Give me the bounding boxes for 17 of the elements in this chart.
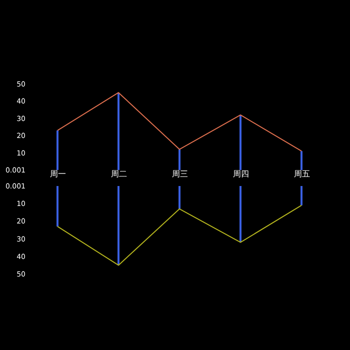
bar	[118, 92, 120, 170]
x-tick-label: 周二	[111, 170, 127, 178]
x-tick-label: 周三	[172, 170, 188, 178]
x-tick-label: 周四	[233, 170, 249, 178]
bar	[300, 186, 302, 206]
bar	[56, 186, 58, 226]
bar	[118, 186, 120, 266]
bar	[178, 149, 180, 170]
bar	[300, 151, 302, 170]
bar	[178, 186, 180, 209]
bar	[240, 186, 242, 242]
bar	[240, 114, 242, 170]
bar	[56, 130, 58, 170]
x-tick-label: 周一	[50, 170, 66, 178]
x-tick-label: 周五	[294, 170, 310, 178]
line-series	[57, 204, 302, 266]
line-series	[57, 92, 302, 152]
